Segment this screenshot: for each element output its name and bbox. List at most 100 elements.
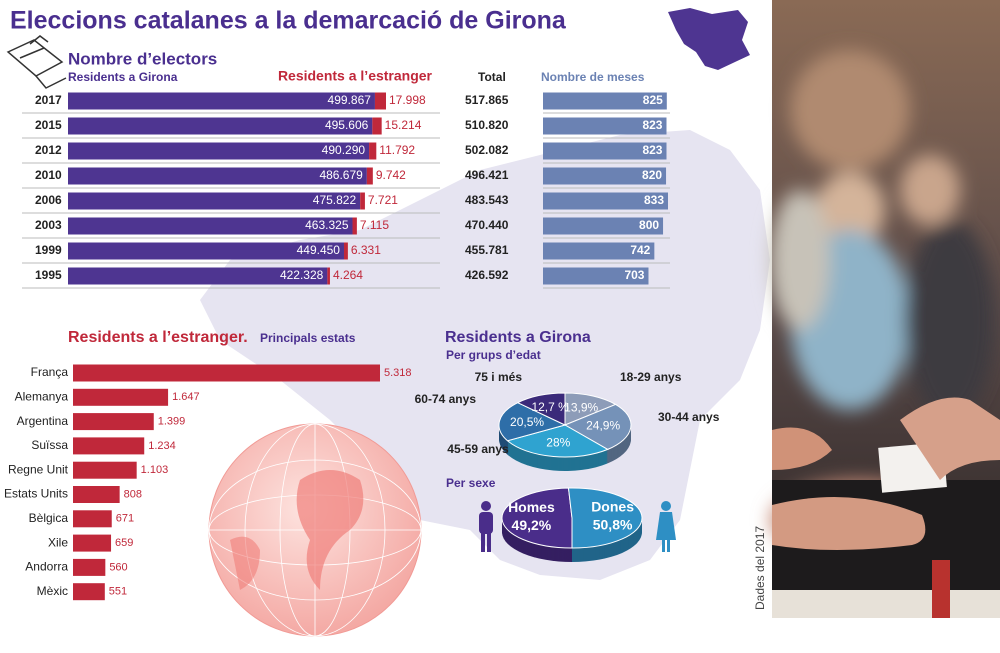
bar: [73, 534, 112, 552]
year-label: 1999: [35, 243, 62, 257]
bar: [343, 242, 348, 260]
bar: [68, 192, 361, 210]
total-label: 455.781: [465, 243, 509, 257]
bar: [73, 388, 169, 406]
total-label: 502.082: [465, 143, 509, 157]
category-label: 18-29 anys: [620, 370, 682, 384]
value-label: 490.290: [322, 143, 366, 157]
value-label: 28%: [546, 435, 570, 449]
value-label: 800: [639, 218, 659, 232]
value-label: 11.792: [379, 143, 415, 157]
value-label: 551: [109, 586, 127, 598]
pie-slice: [506, 424, 609, 458]
chart-subtitle: Principals estats: [260, 331, 356, 345]
bar: [366, 167, 373, 185]
value-label: 823: [642, 118, 662, 132]
value-label: 49,2%: [512, 517, 552, 533]
globe: [208, 423, 422, 637]
ballot-icon: [6, 35, 67, 89]
value-label: 17.998: [389, 93, 426, 107]
category-label: Estats Units: [4, 487, 68, 501]
total-label: 517.865: [465, 93, 509, 107]
bar: [73, 437, 145, 455]
value-label: 5.318: [384, 367, 412, 379]
legend-label: Residents a Girona: [68, 70, 178, 84]
male-icon: [479, 501, 493, 552]
legend-label: Residents a l’estranger: [278, 68, 433, 84]
bar: [543, 192, 668, 210]
value-label: 463.325: [305, 218, 349, 232]
year-label: 2012: [35, 143, 62, 157]
pie-slice: [567, 487, 643, 549]
year-label: 2017: [35, 93, 62, 107]
bar: [73, 486, 120, 503]
pie-slice: [516, 392, 566, 426]
value-label: 820: [642, 168, 662, 182]
value-label: 825: [643, 93, 663, 107]
bar: [327, 267, 330, 285]
value-label: 1.103: [141, 464, 169, 476]
year-label: 1995: [35, 268, 62, 282]
bar: [352, 217, 357, 235]
bar: [374, 92, 386, 110]
category-label: Regne Unit: [8, 462, 69, 476]
pie-slice: [564, 392, 617, 426]
bar: [543, 242, 655, 260]
bar: [543, 267, 649, 285]
bar: [73, 413, 154, 431]
bar: [68, 142, 370, 160]
pie-slice: [563, 403, 632, 450]
bar: [369, 142, 377, 160]
bar: [68, 167, 367, 185]
category-label: Homes: [508, 499, 555, 515]
female-icon: [656, 501, 676, 552]
value-label: 499.867: [328, 93, 372, 107]
category-label: Andorra: [25, 560, 68, 574]
value-label: 7.721: [368, 193, 398, 207]
value-label: 486.679: [319, 168, 363, 182]
value-label: 24,9%: [586, 419, 620, 433]
bar: [360, 192, 365, 210]
category-label: 45-59 anys: [447, 442, 509, 456]
value-label: 12,7 %: [531, 400, 569, 414]
bar: [73, 364, 380, 382]
girona-map: [668, 8, 750, 70]
category-label: Argentina: [17, 414, 69, 428]
main-title: Eleccions catalanes a la demarcació de G…: [10, 7, 567, 35]
total-label: 483.543: [465, 193, 509, 207]
category-label: Mèxic: [37, 584, 68, 598]
bar: [68, 267, 328, 285]
total-label: 510.820: [465, 118, 509, 132]
bar: [73, 583, 105, 601]
bar: [68, 242, 344, 260]
bar: [543, 217, 664, 235]
total-label: 496.421: [465, 168, 509, 182]
bar: [543, 92, 667, 110]
value-label: 50,8%: [593, 516, 633, 532]
bar: [68, 92, 375, 110]
bar: [543, 142, 667, 160]
pie-slice: [498, 402, 567, 442]
bar: [372, 117, 382, 135]
value-label: 15.214: [385, 118, 422, 132]
value-label: 9.742: [376, 168, 406, 182]
value-label: 671: [116, 513, 134, 525]
chart-title: Nombre d’electors: [68, 49, 217, 68]
bar: [73, 510, 112, 528]
bar: [68, 117, 373, 135]
bar: [73, 461, 137, 479]
source-note: Dades del 2017: [753, 526, 767, 610]
year-label: 2006: [35, 193, 62, 207]
value-label: 13,9%: [564, 400, 598, 414]
value-label: 808: [124, 488, 142, 500]
category-label: 30-44 anys: [658, 410, 720, 424]
bar: [543, 167, 667, 185]
value-label: 4.264: [333, 268, 363, 282]
value-label: 703: [624, 268, 644, 282]
value-label: 422.328: [280, 268, 324, 282]
value-label: 742: [630, 243, 650, 257]
value-label: 1.647: [172, 391, 200, 403]
year-label: 2010: [35, 168, 62, 182]
category-label: Alemanya: [15, 389, 69, 403]
